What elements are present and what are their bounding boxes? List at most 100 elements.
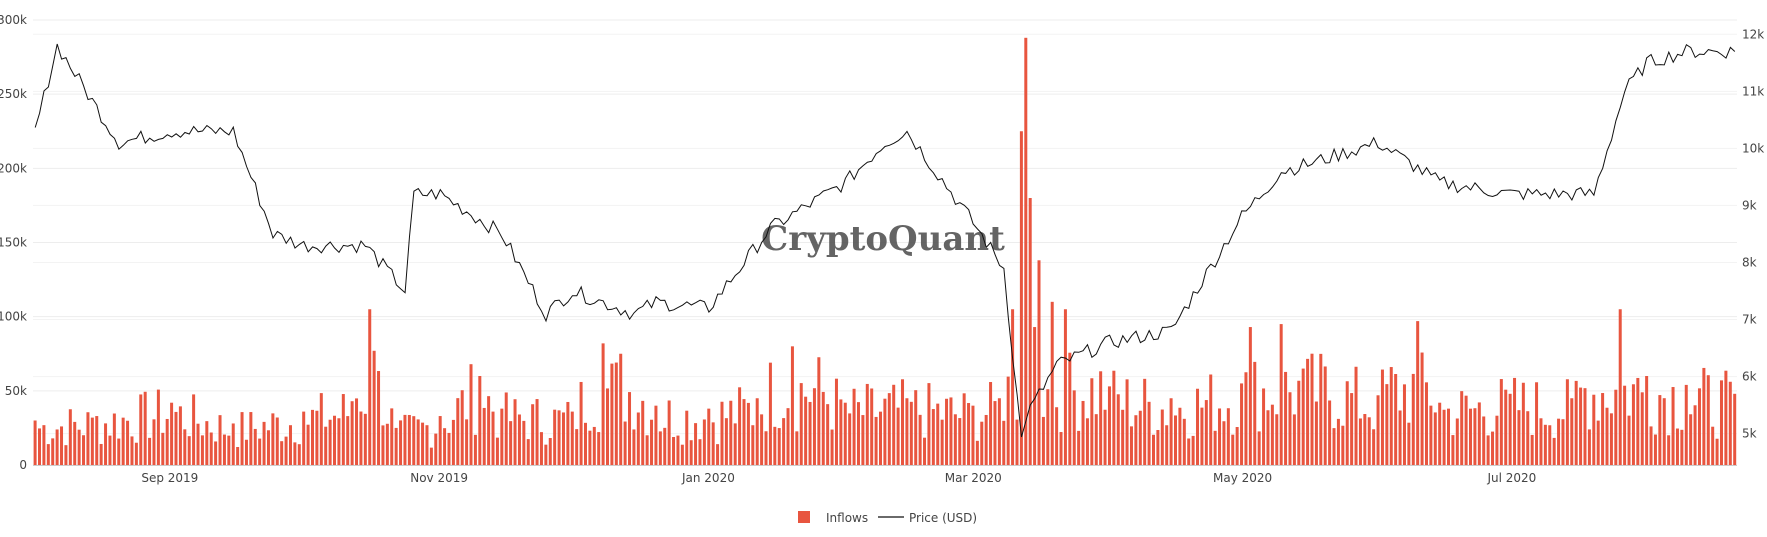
inflow-bar xyxy=(1121,409,1125,465)
inflow-bar xyxy=(231,423,235,465)
inflow-bar xyxy=(619,353,623,465)
x-axis: Sep 2019 Nov 2019 Jan 2020 Mar 2020 May 2020… xyxy=(33,465,1737,485)
inflow-bar xyxy=(588,430,592,465)
inflow-bar xyxy=(654,405,658,465)
inflow-bar xyxy=(1055,407,1059,465)
inflow-bar xyxy=(949,397,953,465)
x-tick-label: Jul 2020 xyxy=(1486,471,1536,485)
inflow-bar xyxy=(1433,412,1437,465)
inflow-bar xyxy=(773,426,777,465)
inflow-bar xyxy=(1491,431,1495,465)
inflow-bar xyxy=(636,412,640,465)
inflow-bar xyxy=(355,398,359,465)
inflow-bar xyxy=(1077,430,1081,465)
inflow-bar xyxy=(1521,382,1525,465)
inflow-bar xyxy=(341,394,345,465)
inflow-bar xyxy=(1204,400,1208,465)
inflow-bar xyxy=(658,431,662,465)
inflow-bar xyxy=(209,432,213,465)
y-right-tick-label: 10k xyxy=(1742,141,1764,155)
inflow-bar xyxy=(782,418,786,465)
inflow-bar xyxy=(1033,327,1037,465)
inflow-bar xyxy=(989,382,993,465)
inflow-bar xyxy=(1565,379,1569,465)
inflow-bar xyxy=(315,410,319,465)
inflow-bar xyxy=(539,432,543,465)
inflow-bar xyxy=(297,444,301,465)
inflow-bar xyxy=(557,410,561,465)
inflow-bar xyxy=(1649,426,1653,465)
inflow-bar xyxy=(469,364,473,465)
inflow-bar xyxy=(1046,389,1050,465)
inflow-bar xyxy=(821,391,825,465)
inflow-bar xyxy=(42,425,46,465)
inflow-bar xyxy=(86,412,90,465)
inflow-bar xyxy=(746,402,750,465)
legend-item-price[interactable]: Price (USD) xyxy=(878,511,977,525)
inflow-bar xyxy=(817,357,821,465)
inflow-bar xyxy=(1508,393,1512,465)
inflow-bar xyxy=(1424,382,1428,465)
inflow-bar xyxy=(1733,393,1737,465)
inflow-bar xyxy=(1314,401,1318,465)
inflow-bar xyxy=(1671,387,1675,465)
inflow-bar xyxy=(178,406,182,465)
inflow-bar xyxy=(984,414,988,465)
legend-item-inflows[interactable]: Inflows xyxy=(798,511,868,525)
inflow-bar xyxy=(491,411,495,465)
inflow-bar xyxy=(1557,418,1561,465)
inflow-bar xyxy=(143,391,147,465)
inflow-bar xyxy=(936,403,940,465)
inflow-bar xyxy=(975,440,979,465)
inflow-bar xyxy=(38,428,42,465)
inflow-bar xyxy=(553,409,557,465)
inflow-bar xyxy=(1072,390,1076,465)
inflow-bar xyxy=(909,401,913,465)
inflow-bar xyxy=(1728,381,1732,465)
inflow-bar xyxy=(1561,419,1565,465)
inflow-bar xyxy=(583,422,587,465)
inflow-bar xyxy=(90,417,94,465)
inflow-bar xyxy=(112,413,116,465)
inflow-bar xyxy=(310,409,314,465)
inflow-bar xyxy=(993,401,997,465)
inflow-bar xyxy=(429,447,433,465)
inflow-bar xyxy=(945,398,949,465)
inflow-bar xyxy=(1477,402,1481,465)
inflow-bar xyxy=(1372,429,1376,465)
inflow-bar xyxy=(1156,430,1160,465)
inflow-bar xyxy=(1627,415,1631,465)
inflow-bar xyxy=(504,392,508,465)
inflow-bar xyxy=(443,428,447,465)
inflow-bar xyxy=(1442,409,1446,465)
inflow-bar xyxy=(1363,414,1367,465)
inflow-bar xyxy=(804,396,808,465)
inflow-bar xyxy=(1596,420,1600,465)
inflow-bar xyxy=(628,392,632,465)
inflow-bar xyxy=(1081,400,1085,465)
price-line xyxy=(34,43,1736,438)
inflow-bar xyxy=(1218,408,1222,465)
inflow-bar xyxy=(1570,398,1574,465)
inflow-bar xyxy=(1724,370,1728,465)
inflow-bar xyxy=(914,390,918,465)
inflow-bar xyxy=(249,412,253,465)
inflow-bar xyxy=(1107,386,1111,465)
inflow-bar xyxy=(381,425,385,465)
inflow-bar xyxy=(482,407,486,465)
inflow-bar xyxy=(377,371,381,465)
inflow-bar xyxy=(1460,391,1464,465)
inflow-bar xyxy=(1455,418,1459,465)
inflow-bar xyxy=(214,441,218,465)
inflow-bar xyxy=(1504,389,1508,465)
inflow-bar xyxy=(707,408,711,465)
legend[interactable]: Inflows Price (USD) xyxy=(798,511,977,525)
inflow-bar xyxy=(751,425,755,465)
inflow-bar xyxy=(293,442,297,465)
inflow-bar xyxy=(570,411,574,465)
inflow-bar xyxy=(918,414,922,465)
inflow-bar xyxy=(865,383,869,465)
inflow-bar xyxy=(108,435,112,465)
inflow-bar xyxy=(592,426,596,465)
inflow-bar xyxy=(601,343,605,465)
